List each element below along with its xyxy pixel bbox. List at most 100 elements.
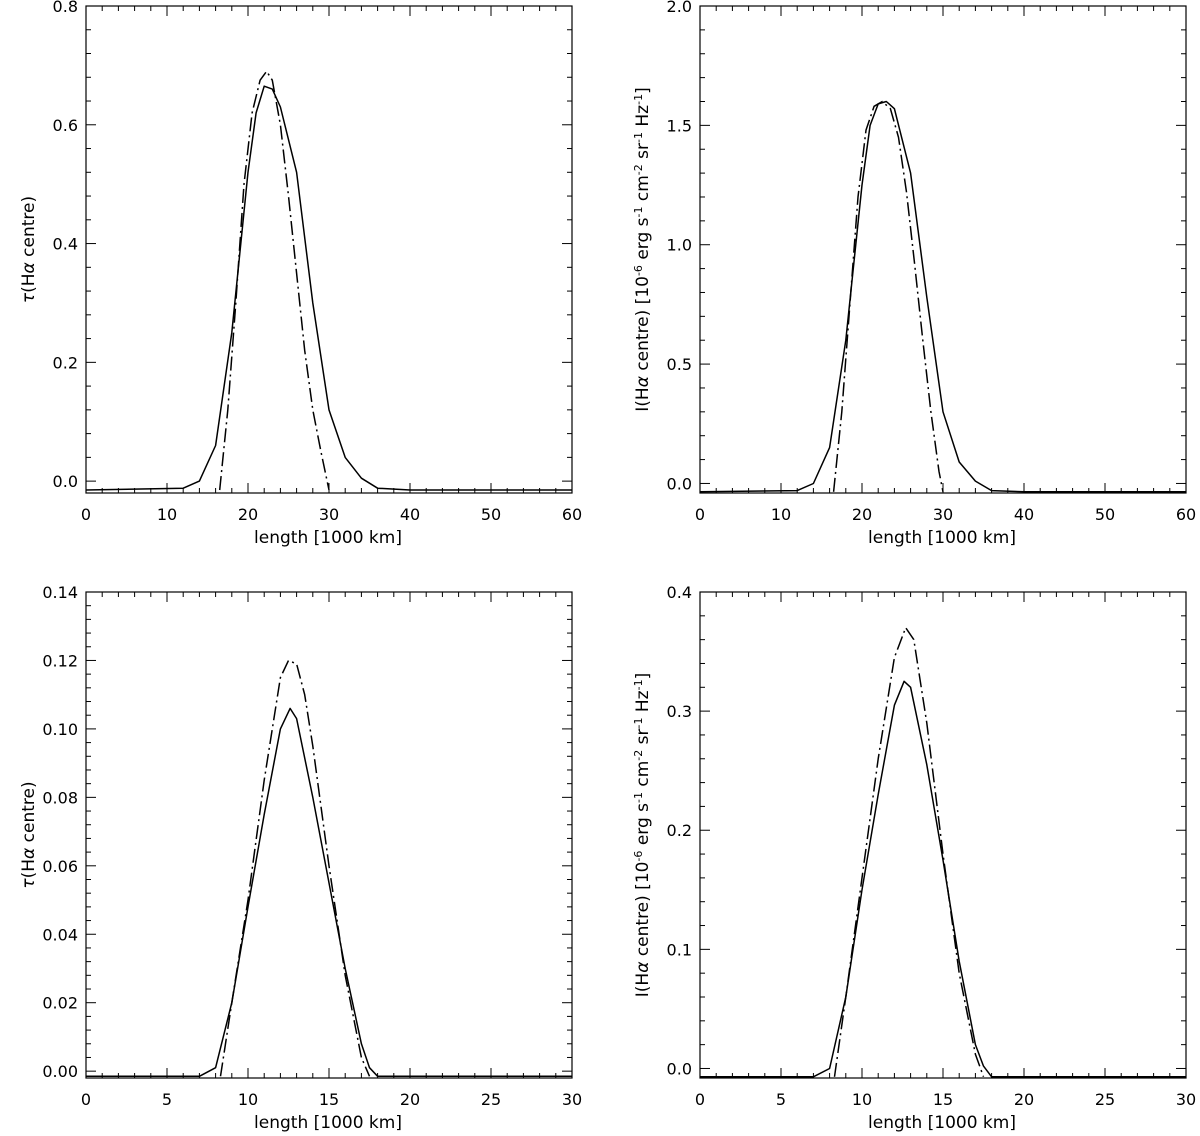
x-tick-label: 10	[238, 1090, 258, 1109]
x-tick-label: 25	[481, 1090, 501, 1109]
y-axis-label: τ(Hα centre)	[19, 781, 39, 888]
plot-frame	[699, 591, 1187, 1079]
x-tick-label: 20	[400, 1090, 420, 1109]
series-line-dashdot	[218, 70, 330, 491]
x-tick-label: 5	[162, 1090, 172, 1109]
x-tick-label: 20	[1014, 1090, 1034, 1109]
plot-frame	[85, 5, 573, 494]
x-axis-label: length [1000 km]	[254, 1113, 402, 1133]
y-tick-label: 0.5	[667, 355, 692, 374]
x-tick-label: 20	[852, 505, 872, 524]
y-axis-label-part: ]	[633, 673, 653, 680]
y-axis-label-part: centre) [10	[633, 276, 653, 376]
y-axis-label-part: -1	[632, 132, 645, 143]
y-axis-label-part: cm	[633, 175, 653, 206]
y-tick-label: 0.6	[53, 116, 78, 135]
y-axis-label: I(Hα centre) [10-6 erg s-1 cm-2 sr-1 Hz-…	[632, 87, 654, 411]
y-axis-label-part: -2	[632, 750, 645, 761]
series-line-dashdot	[219, 659, 371, 1077]
y-axis-label-part: τ	[19, 878, 39, 889]
y-axis-label-part: α	[19, 848, 39, 859]
x-tick-label: 60	[562, 505, 582, 524]
x-tick-label: 50	[1095, 505, 1115, 524]
x-tick-label: 30	[319, 505, 339, 524]
x-tick-label: 0	[81, 1090, 91, 1109]
y-axis-label-part: -1	[632, 792, 645, 803]
x-tick-label: 30	[933, 505, 953, 524]
x-tick-label: 15	[319, 1090, 339, 1109]
x-tick-label: 60	[1176, 505, 1196, 524]
x-tick-label: 0	[695, 505, 705, 524]
chart-panel-4: 0 5 10 15 20 25 30 0.0 0.1 0.2 0.3 0.4 length [1000 …	[632, 583, 1197, 1133]
y-axis-label-part: -1	[632, 94, 645, 105]
x-axis-label: length [1000 km]	[868, 1113, 1016, 1133]
chart-panel-2: 0 10 20 30 40 50 60 0.0 0.5 1.0 1.5 2.0 length [1000…	[632, 0, 1197, 548]
y-tick-label: 1.0	[667, 236, 692, 255]
y-tick-label: 0.4	[53, 235, 78, 254]
y-axis-label-part: τ	[19, 292, 39, 303]
plot-frame	[699, 5, 1187, 494]
x-tick-label: 40	[1014, 505, 1034, 524]
x-tick-label: 0	[81, 505, 91, 524]
y-axis-label-part: α	[633, 962, 653, 973]
y-axis-label: I(Hα centre) [10-6 erg s-1 cm-2 sr-1 Hz-…	[632, 673, 654, 997]
y-axis-label-part: centre) [10	[633, 862, 653, 962]
y-axis-label-part: -2	[632, 164, 645, 175]
x-tick-label: 10	[771, 505, 791, 524]
y-axis-label-part: -1	[632, 207, 645, 218]
y-axis-label-part: α	[633, 376, 653, 387]
x-axis-label: length [1000 km]	[868, 528, 1016, 548]
y-tick-label: 0.4	[667, 583, 692, 602]
y-tick-label: 0.12	[42, 651, 78, 670]
series-line-dashdot	[833, 626, 985, 1078]
series-line-solid	[86, 707, 572, 1078]
y-axis-label-part: ]	[633, 87, 653, 94]
y-tick-label: 0.0	[53, 472, 78, 491]
y-tick-label: 0.00	[42, 1062, 78, 1081]
y-tick-label: 0.14	[42, 583, 78, 602]
y-axis-label-part: -1	[632, 718, 645, 729]
y-tick-label: 0.0	[667, 474, 692, 493]
y-tick-label: 0.08	[42, 788, 78, 807]
y-tick-label: 0.8	[53, 0, 78, 16]
y-axis-label-part: -1	[632, 679, 645, 690]
x-tick-label: 30	[562, 1090, 582, 1109]
plot-frame	[85, 591, 573, 1079]
chart-panel-3: 0 5 10 15 20 25 30 0.00 0.02 0.04 0.06 0.08 0.10 0.12…	[19, 583, 582, 1133]
y-axis-label-part: cm	[633, 761, 653, 792]
y-axis-label-part: centre)	[19, 196, 39, 262]
y-tick-label: 0.0	[667, 1059, 692, 1078]
y-tick-label: 0.06	[42, 857, 78, 876]
x-tick-label: 10	[157, 505, 177, 524]
y-tick-label: 0.2	[667, 821, 692, 840]
y-axis-label-part: erg s	[633, 217, 653, 265]
x-tick-label: 0	[695, 1090, 705, 1109]
y-axis-label: τ(Hα centre)	[19, 196, 39, 303]
series-line-dashdot	[832, 100, 944, 492]
y-tick-label: 0.02	[42, 994, 78, 1013]
x-tick-label: 25	[1095, 1090, 1115, 1109]
y-axis-label-part: sr	[633, 143, 653, 164]
y-axis-label-part: -6	[632, 265, 645, 276]
y-axis-label-part: erg s	[633, 803, 653, 851]
series-line-solid	[700, 680, 1186, 1078]
series-line-solid	[85, 85, 572, 491]
y-tick-label: 0.2	[53, 353, 78, 372]
x-tick-label: 15	[933, 1090, 953, 1109]
chart-panel-1: 0 10 20 30 40 50 60 0.0 0.2 0.4 0.6 0.8 length [1000…	[19, 0, 582, 548]
series-line-solid	[699, 100, 1186, 493]
y-axis-label-part: -6	[632, 851, 645, 862]
y-tick-label: 2.0	[667, 0, 692, 16]
y-axis-label-part: Hz	[633, 105, 653, 132]
x-tick-label: 5	[776, 1090, 786, 1109]
y-axis-label-part: I(H	[633, 387, 653, 411]
y-axis-label-part: I(H	[633, 973, 653, 997]
y-axis-label-part: (H	[19, 273, 39, 292]
x-tick-label: 50	[481, 505, 501, 524]
y-axis-label-part: (H	[19, 859, 39, 878]
y-tick-label: 0.1	[667, 940, 692, 959]
y-axis-label-part: centre)	[19, 781, 39, 847]
x-axis-label: length [1000 km]	[254, 528, 402, 548]
x-tick-label: 10	[852, 1090, 872, 1109]
